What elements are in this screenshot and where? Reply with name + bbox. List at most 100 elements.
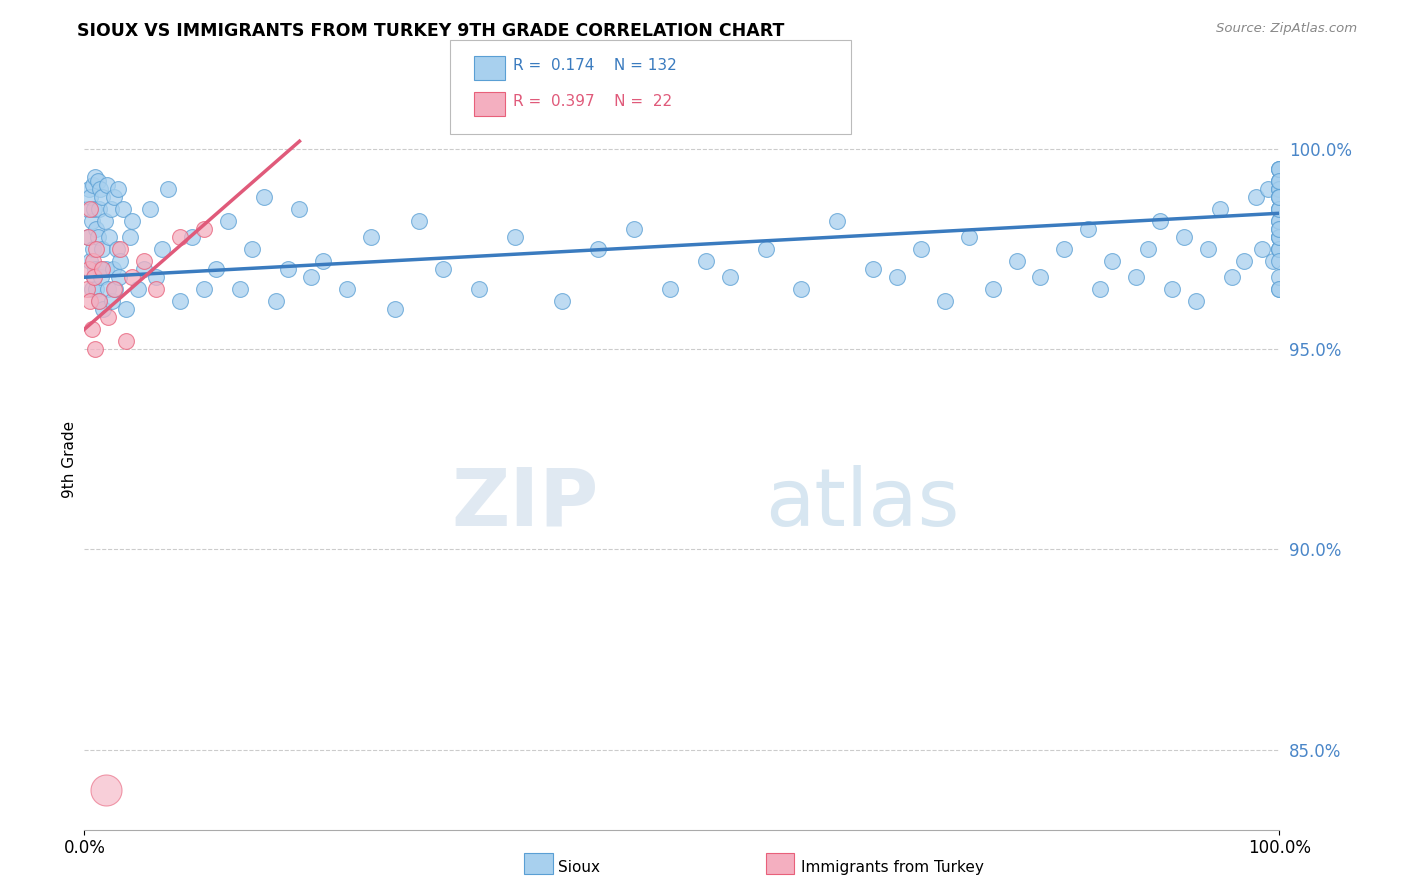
Point: [301, 270, 323, 285]
Point: [145, 282, 167, 296]
Point: [934, 294, 956, 309]
Point: [150, 242, 173, 256]
Point: [83, 270, 105, 285]
Point: [77, 262, 100, 277]
Point: [79, 294, 101, 309]
Point: [277, 262, 299, 277]
Point: [1197, 242, 1219, 256]
Point: [84, 170, 107, 185]
Point: [1268, 230, 1291, 244]
Point: [588, 242, 610, 256]
Point: [84, 262, 107, 277]
Point: [1268, 190, 1291, 204]
Point: [103, 190, 125, 204]
Point: [96, 178, 118, 193]
Point: [132, 262, 156, 277]
Point: [115, 302, 138, 317]
Point: [121, 270, 143, 285]
Point: [253, 190, 276, 204]
Point: [104, 282, 127, 296]
Point: [408, 214, 430, 228]
Point: [86, 222, 108, 236]
Point: [205, 262, 228, 277]
Point: [1053, 242, 1076, 256]
Point: [97, 310, 120, 325]
Point: [1268, 214, 1291, 228]
Point: [86, 242, 108, 256]
Point: [79, 254, 101, 268]
Point: [1268, 174, 1291, 188]
Point: [1220, 270, 1243, 285]
Point: [1268, 174, 1291, 188]
Text: Immigrants from Turkey: Immigrants from Turkey: [801, 860, 984, 875]
Point: [755, 242, 778, 256]
Point: [101, 262, 124, 277]
Point: [1268, 242, 1291, 256]
Point: [229, 282, 252, 296]
Point: [83, 270, 105, 285]
Point: [432, 262, 454, 277]
Point: [87, 294, 110, 309]
Point: [1268, 162, 1291, 177]
Point: [108, 270, 131, 285]
Point: [82, 254, 104, 268]
Point: [1268, 182, 1291, 196]
Point: [97, 282, 120, 296]
Text: R =  0.174    N = 132: R = 0.174 N = 132: [513, 58, 676, 73]
Point: [1101, 254, 1123, 268]
Point: [886, 270, 908, 285]
Point: [115, 334, 138, 349]
Point: [80, 214, 103, 228]
Point: [121, 214, 143, 228]
Point: [110, 254, 132, 268]
Point: [1250, 242, 1272, 256]
Point: [1263, 254, 1285, 268]
Point: [217, 214, 239, 228]
Point: [1268, 214, 1291, 228]
Point: [503, 230, 526, 244]
Point: [1268, 282, 1291, 296]
Point: [312, 254, 335, 268]
Point: [101, 294, 124, 309]
Point: [862, 262, 884, 277]
Point: [103, 282, 125, 296]
Point: [127, 282, 149, 296]
Point: [86, 174, 108, 188]
Point: [107, 182, 129, 196]
Point: [91, 262, 114, 277]
Point: [105, 242, 128, 256]
Text: Sioux: Sioux: [558, 860, 600, 875]
Point: [145, 270, 167, 285]
Point: [83, 202, 105, 217]
Point: [93, 214, 115, 228]
Point: [1209, 202, 1232, 217]
Point: [1090, 282, 1112, 296]
Text: R =  0.397    N =  22: R = 0.397 N = 22: [513, 94, 672, 109]
Point: [169, 294, 191, 309]
Text: Source: ZipAtlas.com: Source: ZipAtlas.com: [1216, 22, 1357, 36]
Point: [157, 182, 180, 196]
Point: [89, 182, 111, 196]
Point: [79, 202, 101, 217]
Point: [87, 202, 110, 217]
Point: [718, 270, 741, 285]
Point: [90, 270, 112, 285]
Point: [1125, 270, 1147, 285]
Point: [695, 254, 717, 268]
Point: [981, 282, 1004, 296]
Point: [1233, 254, 1256, 268]
Text: atlas: atlas: [766, 465, 960, 543]
Point: [91, 190, 114, 204]
Point: [77, 182, 100, 196]
Point: [93, 302, 115, 317]
Point: [1257, 182, 1279, 196]
Point: [89, 262, 111, 277]
Point: [827, 214, 849, 228]
Text: ZIP: ZIP: [451, 465, 599, 543]
Point: [1268, 242, 1291, 256]
Point: [1005, 254, 1028, 268]
Point: [82, 178, 104, 193]
Text: SIOUX VS IMMIGRANTS FROM TURKEY 9TH GRADE CORRELATION CHART: SIOUX VS IMMIGRANTS FROM TURKEY 9TH GRAD…: [77, 22, 785, 40]
Point: [193, 222, 215, 236]
Point: [1268, 190, 1291, 204]
